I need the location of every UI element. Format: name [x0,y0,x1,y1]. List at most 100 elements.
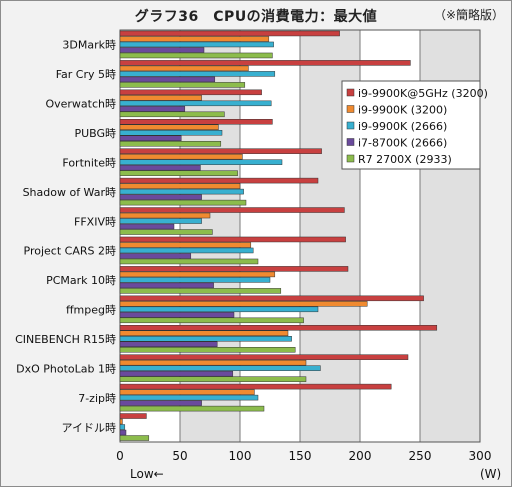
bar [119,170,238,176]
legend-swatch [346,138,355,146]
bar [119,312,235,318]
bar [119,266,349,272]
legend-label: i9-9900K (2666) [358,120,447,133]
bar [119,119,273,125]
category-label: CINEBENCH R15時 [15,333,116,346]
x-axis-label: Low← [130,467,164,481]
bar [119,376,307,382]
bar [119,236,346,243]
bar [119,229,213,235]
category-label: ffmpeg時 [66,304,116,317]
category-label: FFXIV時 [74,215,116,228]
category-labels: 3DMark時 Far Cry 5時 Overwatch時 PUBG時 Fortnite… [15,39,116,435]
bar [119,405,265,412]
bar [119,164,201,171]
x-tick-labels: 0 50 100 150 200 250 300 [116,449,491,463]
bar [119,389,255,395]
category-label: 3DMark時 [62,39,116,52]
bar [119,218,202,224]
bar [119,52,273,59]
bar [119,242,252,248]
legend-label: i9-9900K@5GHz (3200) [358,87,488,100]
x-tick-label: 0 [116,449,124,463]
legend-swatch [346,154,355,163]
bar [119,429,127,436]
bar [119,212,211,219]
legend-swatch [346,121,355,130]
bar [119,111,225,118]
bar [119,159,283,165]
legend: i9-9900K@5GHz (3200) i9-9900K (3200) i9-99… [341,80,488,170]
bar [119,141,222,147]
legend-label: i9-9900K (3200) [358,104,447,117]
bar [119,60,411,66]
bar [119,106,186,112]
bar [119,383,392,390]
bar [119,400,202,406]
category-label: Project CARS 2時 [24,245,116,258]
bar [119,100,272,107]
bar [119,130,223,136]
bar [119,148,322,154]
bar [119,354,409,360]
bar [119,76,216,83]
bar [119,435,150,441]
bar [119,365,321,371]
bar [119,271,276,278]
bar [119,124,219,130]
category-label: 7-zip時 [78,392,116,405]
bar [119,359,307,366]
x-tick-label: 200 [349,449,372,463]
x-tick-label: 150 [289,449,312,463]
category-label: Overwatch時 [45,98,116,111]
legend-label: R7 2700X (2933) [358,153,452,166]
bar [119,153,243,160]
bar [119,347,296,353]
bar [119,282,214,289]
bar [119,223,175,230]
bar [119,418,123,425]
bars [119,30,438,441]
category-label: Shadow of War時 [23,186,116,199]
bar [119,325,438,331]
bar [119,317,304,324]
bar [119,188,244,195]
bar [119,247,254,254]
bar [119,41,274,48]
category-label: DxO PhotoLab 1時 [16,362,116,375]
bar [119,306,319,313]
bar [119,301,368,307]
legend-label: i7-8700K (2666) [358,137,447,150]
bar [119,336,292,342]
bar [119,183,241,189]
bar [119,89,262,96]
legend-swatch [346,88,355,97]
bar [119,330,289,336]
bar [119,207,345,213]
bar [119,288,282,294]
bar [119,36,270,42]
bar [119,95,202,101]
bar [119,194,202,200]
bar [119,295,424,302]
bar [119,135,182,141]
bar [119,177,319,184]
bar [119,47,205,53]
bar [119,82,246,88]
bar [119,199,247,206]
x-tick-label: 250 [409,449,432,463]
bar [119,277,271,283]
category-label: PUBG時 [74,127,116,140]
bar [119,30,340,37]
legend-box [341,80,481,170]
category-label: Fortnite時 [62,156,116,169]
plot-border [119,29,481,443]
category-label: PCMark 10時 [46,274,116,287]
bar [119,394,259,401]
x-tick-label: 300 [469,449,492,463]
bar [119,341,218,347]
bar [119,65,249,72]
bar [119,253,192,259]
x-axis-unit: (W) [480,467,501,481]
